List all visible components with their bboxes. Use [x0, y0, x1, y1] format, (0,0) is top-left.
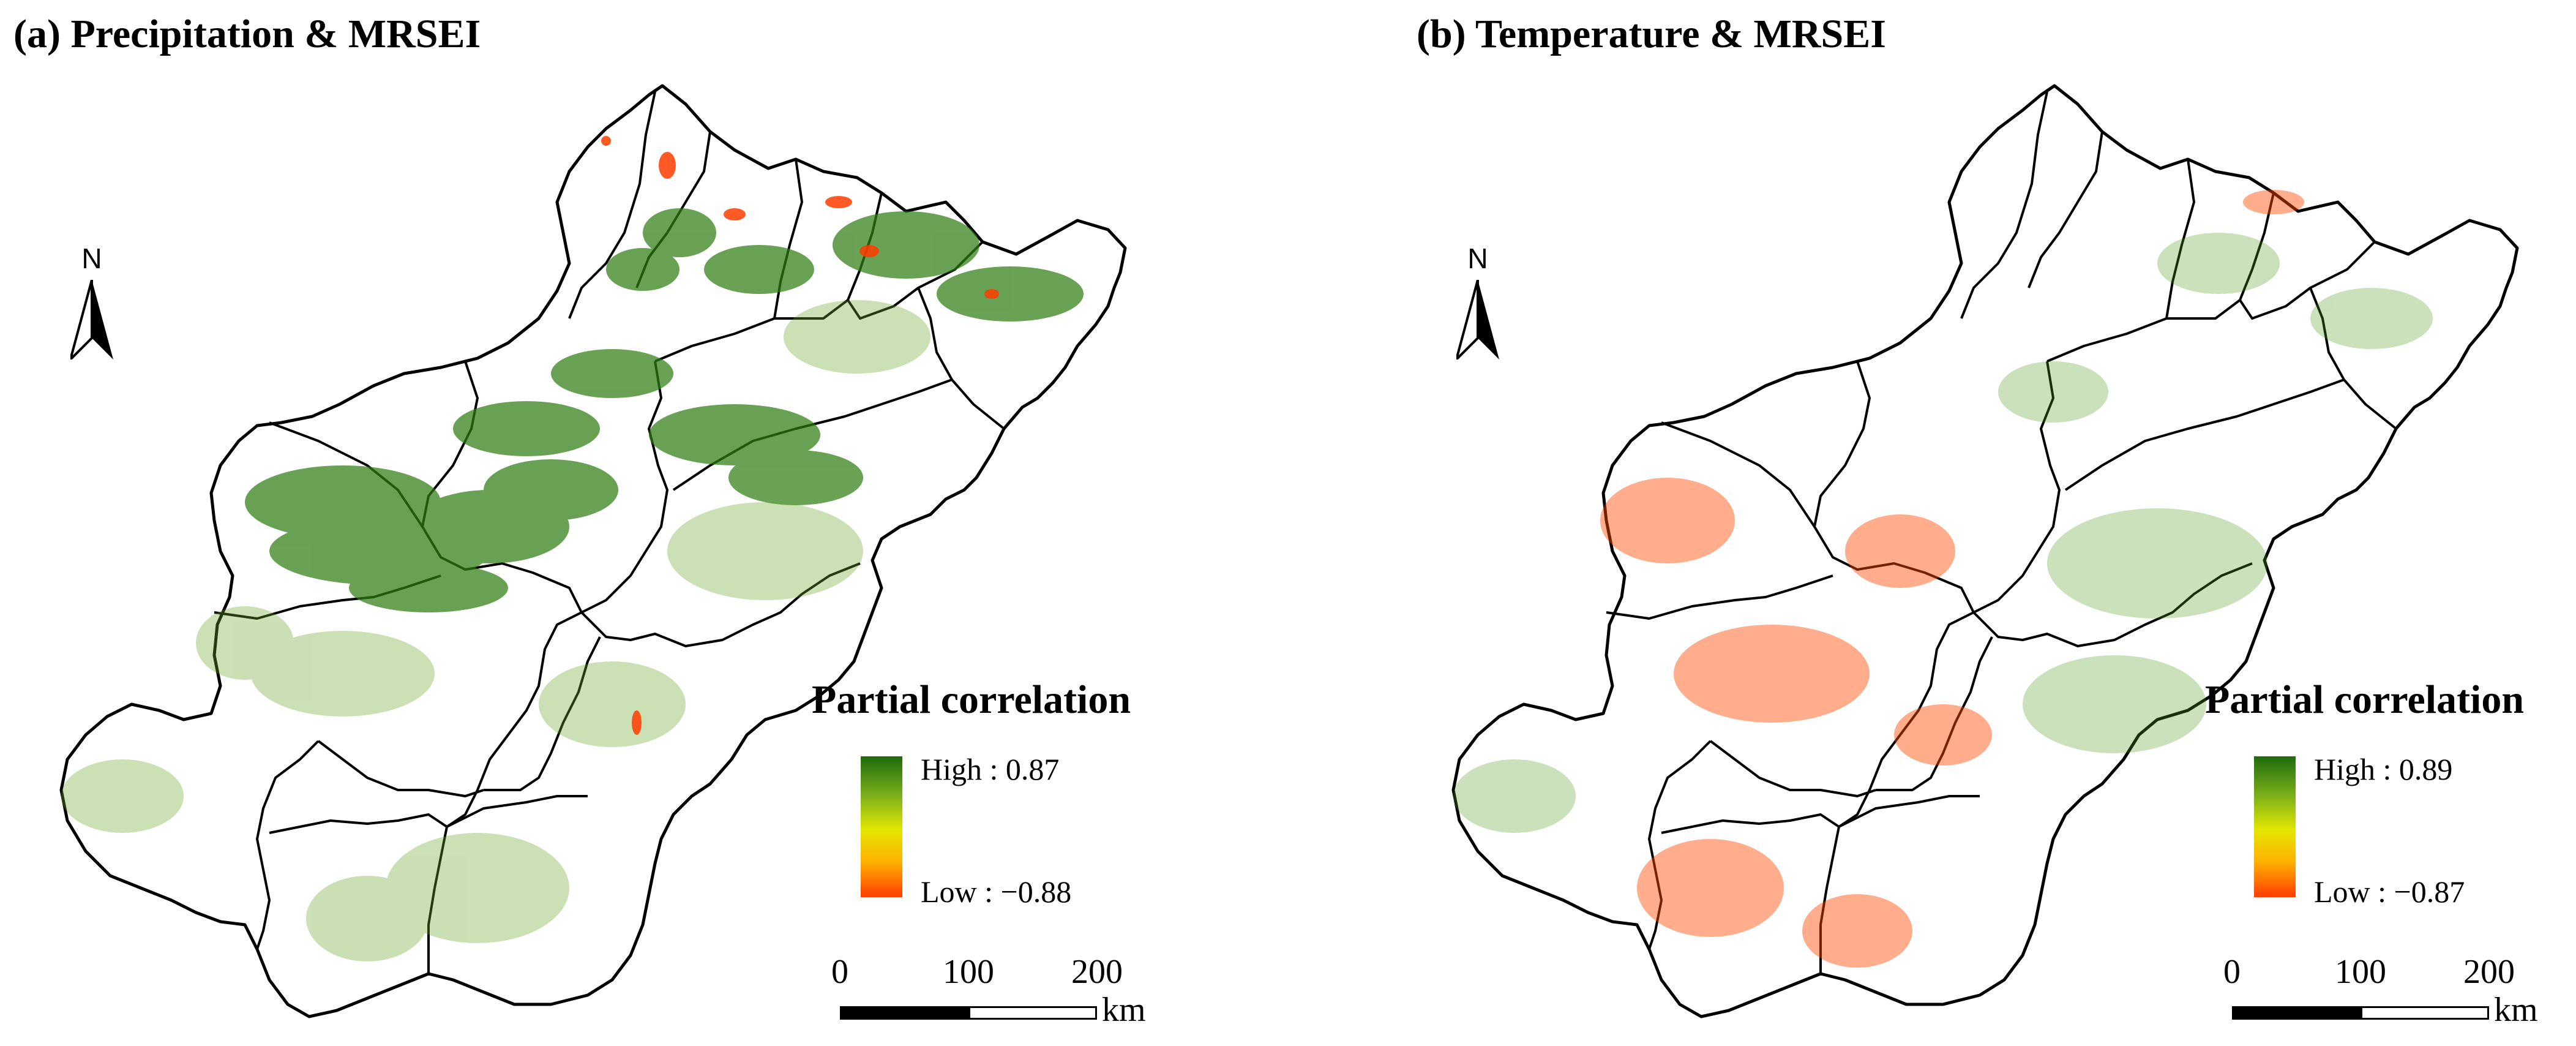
- color-ramp: [2254, 756, 2296, 897]
- north-arrow-icon: [1456, 280, 1499, 359]
- panel-b-title: (b) Temperature & MRSEI: [1417, 12, 1886, 56]
- legend-low-label: Low : −0.88: [921, 875, 1072, 909]
- scale-tick-0: 0: [831, 953, 848, 991]
- panel-a-vegetation-light: [61, 300, 930, 961]
- scale-tick-100: 100: [943, 953, 994, 991]
- scale-tick-200: 200: [1071, 953, 1123, 991]
- panel-b-scalebar: 0 100 200 km: [2218, 952, 2576, 1029]
- north-label: N: [81, 243, 102, 274]
- panel-b: (b) Temperature & MRSEI: [1288, 0, 2576, 1046]
- panel-b-vegetation-green: [1453, 233, 2433, 833]
- north-label: N: [1467, 243, 1488, 274]
- scale-bar-white: [2361, 1006, 2489, 1020]
- legend-title: Partial correlation: [2205, 677, 2525, 722]
- panel-a-negative-patches: [601, 136, 999, 735]
- scale-tick-200: 200: [2463, 953, 2515, 991]
- panel-b-map: [1451, 84, 2519, 1018]
- panel-a: (a) Precipitation & MRSEI: [13, 12, 1216, 1029]
- panel-b-north-arrow: N: [1441, 242, 1515, 364]
- panel-b-negative-patches: [1600, 190, 2304, 968]
- scale-bar-black: [2232, 1006, 2361, 1020]
- scale-unit: km: [1102, 991, 1146, 1029]
- scale-tick-100: 100: [2335, 953, 2386, 991]
- panel-b-county-boundaries: [1606, 91, 2397, 974]
- panel-a-scalebar: 0 100 200 km: [826, 952, 1194, 1029]
- panel-a-legend: Partial correlation High : 0.87 Low : −0…: [812, 677, 1216, 934]
- scale-bar-white: [968, 1006, 1097, 1020]
- legend-high-label: High : 0.89: [2314, 752, 2453, 786]
- legend-low-label: Low : −0.87: [2314, 875, 2465, 909]
- panel-a-region-outline: [59, 84, 1127, 1018]
- panel-b-region-outline: [1451, 84, 2519, 1018]
- panel-b-legend: Partial correlation High : 0.89 Low : −0…: [2205, 677, 2576, 934]
- scale-tick-0: 0: [2223, 953, 2241, 991]
- panel-a-title: (a) Precipitation & MRSEI: [13, 12, 481, 56]
- north-arrow-icon: [70, 280, 113, 359]
- panel-a-vegetation-green: [245, 208, 1084, 612]
- scale-unit: km: [2494, 991, 2538, 1029]
- panel-a-map: [59, 84, 1127, 1018]
- scale-bar-black: [840, 1006, 968, 1020]
- legend-title: Partial correlation: [812, 677, 1131, 722]
- panel-a-north-arrow: N: [55, 242, 129, 364]
- legend-high-label: High : 0.87: [921, 752, 1060, 786]
- color-ramp: [861, 756, 902, 897]
